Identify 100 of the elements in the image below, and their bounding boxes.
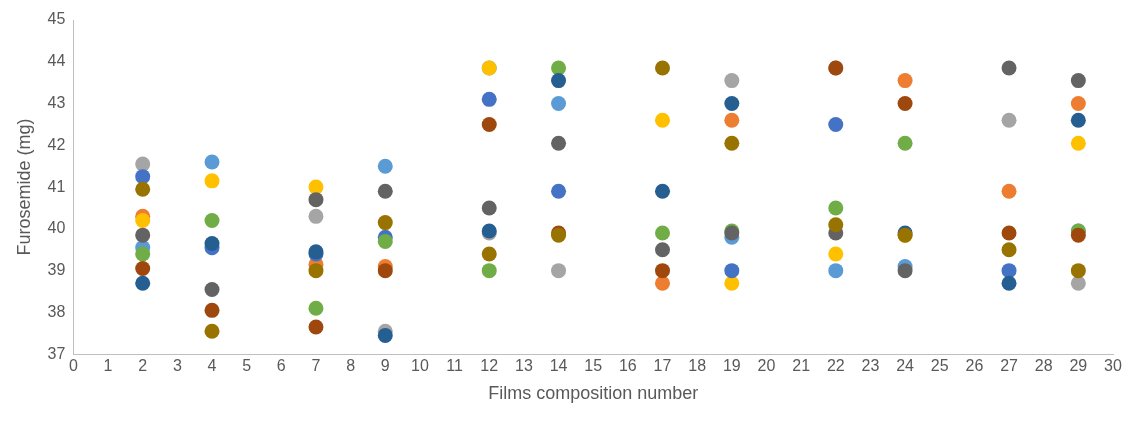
x-tick-label: 1	[103, 357, 113, 375]
point	[377, 263, 393, 279]
point	[377, 327, 393, 343]
point	[204, 281, 220, 297]
point	[377, 215, 393, 231]
point	[1001, 263, 1017, 279]
point	[204, 154, 220, 170]
point	[135, 181, 151, 197]
point	[204, 323, 220, 339]
point	[1001, 225, 1017, 241]
y-tick-label: 42	[47, 135, 66, 153]
x-tick-label: 22	[826, 357, 845, 375]
x-tick-label: 24	[896, 357, 915, 375]
x-tick-label: 13	[514, 357, 533, 375]
point	[481, 200, 497, 216]
point	[828, 116, 844, 132]
point	[724, 263, 740, 279]
point	[724, 112, 740, 128]
point	[204, 173, 220, 189]
x-tick-label: 26	[965, 357, 984, 375]
point	[828, 263, 844, 279]
point	[135, 261, 151, 277]
x-tick-label: 8	[346, 357, 356, 375]
point	[1070, 227, 1086, 243]
point	[1001, 242, 1017, 258]
point	[655, 112, 671, 128]
x-tick-label: 11	[446, 357, 463, 375]
point	[551, 263, 567, 279]
point	[655, 242, 671, 258]
point	[551, 183, 567, 199]
x-tick-label: 0	[68, 357, 78, 375]
x-tick-label: 23	[861, 357, 880, 375]
point	[724, 96, 740, 112]
point	[377, 158, 393, 174]
x-tick-label: 19	[722, 357, 741, 375]
x-tick-label: 20	[757, 357, 776, 375]
point	[1001, 183, 1017, 199]
x-tick-label: 10	[411, 357, 429, 375]
y-tick-label: 43	[47, 93, 66, 111]
point	[828, 217, 844, 233]
point	[135, 275, 151, 291]
x-tick-label: 25	[930, 357, 949, 375]
point	[481, 116, 497, 132]
x-tick-label: 7	[311, 357, 321, 375]
point	[724, 275, 740, 291]
point	[897, 73, 913, 89]
point	[1001, 60, 1017, 76]
point	[828, 200, 844, 216]
point	[897, 263, 913, 279]
y-tick-label: 37	[47, 344, 66, 362]
point	[481, 91, 497, 107]
point	[1070, 73, 1086, 89]
y-axis-title: Furosemide (mg)	[13, 118, 34, 256]
x-tick-label: 9	[380, 357, 390, 375]
point	[204, 236, 220, 251]
point	[551, 96, 567, 112]
y-tick-label: 40	[47, 219, 66, 237]
y-tick-label: 39	[47, 261, 66, 279]
point	[1070, 112, 1086, 128]
x-tick-label: 29	[1069, 357, 1088, 375]
point	[551, 135, 567, 151]
point	[1070, 135, 1086, 151]
x-tick-label: 28	[1034, 357, 1053, 375]
point	[204, 213, 220, 229]
x-tick-label: 14	[549, 357, 568, 375]
point	[897, 135, 913, 151]
point	[655, 60, 671, 76]
point	[377, 183, 393, 199]
x-tick-label: 3	[172, 357, 182, 375]
x-tick-label: 4	[207, 357, 217, 375]
x-tick-label: 30	[1104, 357, 1122, 375]
point	[308, 319, 324, 335]
y-tick-label: 38	[47, 302, 66, 320]
point	[135, 213, 151, 229]
x-axis-title: Films composition number	[488, 383, 699, 404]
x-tick-label: 2	[138, 357, 148, 375]
y-tick-label: 41	[47, 177, 66, 195]
x-tick-label: 5	[242, 357, 252, 375]
point	[1001, 275, 1017, 291]
x-tick-label: 12	[480, 357, 499, 375]
x-tick-label: 16	[618, 357, 637, 375]
point	[551, 60, 567, 76]
point	[377, 233, 393, 249]
point	[135, 246, 151, 262]
point	[135, 227, 151, 243]
point	[655, 183, 671, 199]
point	[551, 73, 567, 89]
x-tick-label: 15	[584, 357, 603, 375]
y-tick-label: 45	[47, 10, 66, 28]
point	[308, 263, 324, 279]
point	[308, 300, 324, 316]
point	[481, 263, 497, 279]
point	[135, 169, 151, 185]
point	[308, 208, 324, 224]
point	[724, 73, 740, 89]
point	[1070, 96, 1086, 112]
x-tick-label: 18	[688, 357, 707, 375]
point	[1001, 112, 1017, 128]
point	[135, 156, 151, 172]
point	[655, 263, 671, 279]
